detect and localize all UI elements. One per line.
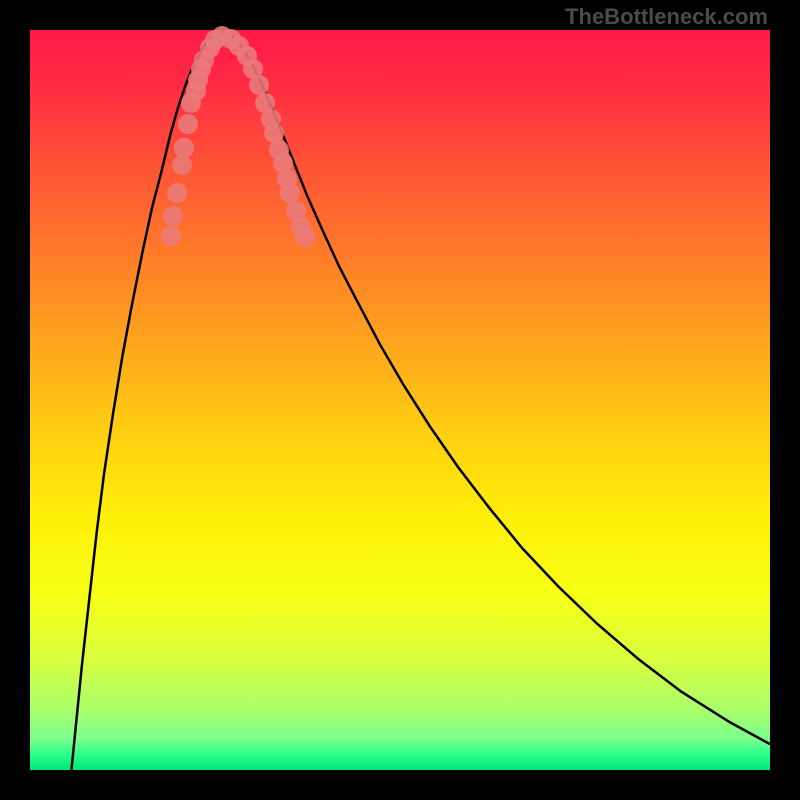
- scatter-point: [178, 114, 198, 134]
- scatter-point: [163, 206, 183, 226]
- watermark-text: TheBottleneck.com: [565, 4, 768, 30]
- scatter-point: [295, 227, 315, 247]
- scatter-point: [161, 226, 181, 246]
- chart-root: TheBottleneck.com: [0, 0, 800, 800]
- scatter-point: [174, 138, 194, 158]
- scatter-markers: [30, 30, 770, 770]
- scatter-point: [167, 183, 187, 203]
- plot-area: [30, 30, 770, 770]
